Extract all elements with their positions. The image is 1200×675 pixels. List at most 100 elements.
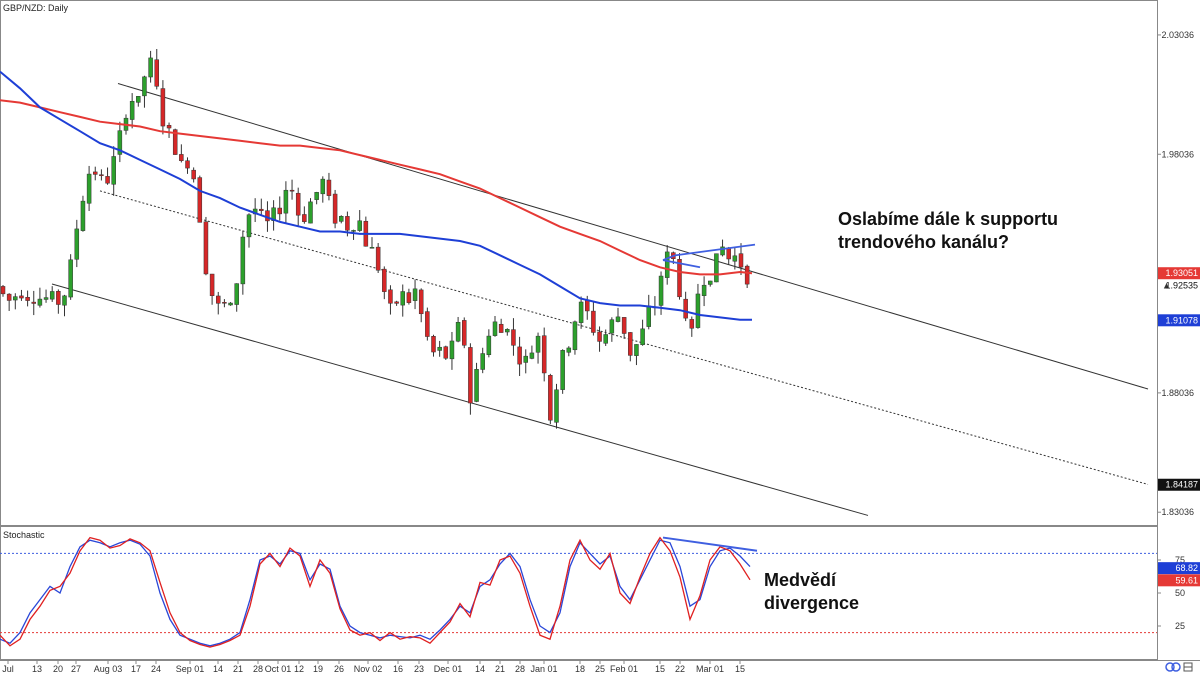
stochastic-line-1[interactable] xyxy=(0,536,751,648)
candle[interactable] xyxy=(314,191,319,205)
drawn-line-2[interactable] xyxy=(662,259,701,269)
candle[interactable] xyxy=(492,315,498,337)
candle[interactable] xyxy=(179,144,184,163)
candle[interactable] xyxy=(37,287,43,308)
candle[interactable] xyxy=(640,319,645,346)
candle[interactable] xyxy=(111,146,116,196)
candle[interactable] xyxy=(425,307,430,341)
candle[interactable] xyxy=(357,210,362,232)
candle[interactable] xyxy=(142,75,147,108)
candle[interactable] xyxy=(6,293,12,311)
candle[interactable] xyxy=(326,172,332,201)
candle[interactable] xyxy=(49,286,55,302)
candle[interactable] xyxy=(566,346,572,357)
candle[interactable] xyxy=(19,289,24,301)
candle[interactable] xyxy=(406,288,412,305)
candle[interactable] xyxy=(25,290,30,307)
candle[interactable] xyxy=(228,302,233,306)
candle[interactable] xyxy=(197,175,203,223)
candle[interactable] xyxy=(480,347,485,374)
moving-average-long[interactable] xyxy=(0,99,753,276)
candle[interactable] xyxy=(738,243,744,276)
candle[interactable] xyxy=(443,345,449,360)
candle[interactable] xyxy=(541,327,547,382)
candle[interactable] xyxy=(308,198,313,224)
candle[interactable] xyxy=(246,213,252,248)
candle[interactable] xyxy=(505,328,510,336)
candle[interactable] xyxy=(289,179,295,200)
candle[interactable] xyxy=(437,340,442,357)
candle[interactable] xyxy=(339,215,344,224)
candle[interactable] xyxy=(13,293,18,310)
candle[interactable] xyxy=(166,122,172,138)
candle[interactable] xyxy=(701,276,707,307)
candle[interactable] xyxy=(216,291,221,315)
settings-icon[interactable] xyxy=(1183,662,1193,672)
candle[interactable] xyxy=(363,216,369,247)
candle[interactable] xyxy=(664,245,670,285)
candle[interactable] xyxy=(234,283,239,312)
candle[interactable] xyxy=(68,254,73,300)
candle[interactable] xyxy=(695,283,701,329)
candle[interactable] xyxy=(560,349,565,394)
candle[interactable] xyxy=(43,289,49,303)
candle[interactable] xyxy=(222,299,227,308)
candle[interactable] xyxy=(240,230,246,295)
candle[interactable] xyxy=(320,176,326,203)
drawn-line-0[interactable] xyxy=(662,254,676,261)
candle[interactable] xyxy=(597,326,602,352)
moving-average-short[interactable] xyxy=(0,70,752,321)
stochastic-panel[interactable] xyxy=(0,536,1157,648)
candle[interactable] xyxy=(160,80,166,135)
candle[interactable] xyxy=(271,200,276,231)
candle[interactable] xyxy=(529,345,535,360)
candle[interactable] xyxy=(129,93,135,129)
candle[interactable] xyxy=(136,96,141,107)
divergence-line[interactable] xyxy=(662,536,758,552)
candle[interactable] xyxy=(517,336,522,376)
candle[interactable] xyxy=(455,316,461,343)
candle[interactable] xyxy=(535,332,541,364)
candle[interactable] xyxy=(148,50,153,83)
candle[interactable] xyxy=(474,362,479,403)
candle[interactable] xyxy=(277,196,282,221)
price-panel[interactable] xyxy=(0,49,1149,516)
candle[interactable] xyxy=(93,166,98,181)
candle[interactable] xyxy=(744,264,750,289)
candle[interactable] xyxy=(732,247,738,270)
candle[interactable] xyxy=(468,343,473,415)
candle[interactable] xyxy=(683,291,688,322)
candle[interactable] xyxy=(621,317,627,339)
candle[interactable] xyxy=(369,237,375,249)
candle[interactable] xyxy=(486,329,492,358)
candle[interactable] xyxy=(394,300,399,306)
candle[interactable] xyxy=(382,266,387,300)
candle[interactable] xyxy=(412,279,418,310)
candle[interactable] xyxy=(400,284,405,317)
link-icon[interactable] xyxy=(1165,662,1181,672)
candle[interactable] xyxy=(615,307,621,323)
drawn-line-1[interactable] xyxy=(674,243,756,257)
candle[interactable] xyxy=(351,229,356,240)
candle[interactable] xyxy=(714,253,719,283)
channel-line-0[interactable] xyxy=(117,83,1149,390)
candle[interactable] xyxy=(0,285,6,297)
candle[interactable] xyxy=(185,157,190,174)
candle[interactable] xyxy=(511,318,516,356)
candle[interactable] xyxy=(634,344,639,366)
candle[interactable] xyxy=(117,121,123,163)
candle[interactable] xyxy=(572,320,578,355)
candle[interactable] xyxy=(449,331,455,370)
candle[interactable] xyxy=(99,169,104,181)
candle[interactable] xyxy=(603,329,608,346)
candle[interactable] xyxy=(591,301,596,336)
channel-line-2[interactable] xyxy=(51,283,869,516)
candle[interactable] xyxy=(708,280,713,287)
candle[interactable] xyxy=(677,253,682,300)
candle[interactable] xyxy=(209,273,215,305)
candle[interactable] xyxy=(375,243,381,274)
candle[interactable] xyxy=(418,288,424,323)
candle[interactable] xyxy=(62,294,67,317)
candle[interactable] xyxy=(295,187,301,228)
candle[interactable] xyxy=(720,239,725,257)
